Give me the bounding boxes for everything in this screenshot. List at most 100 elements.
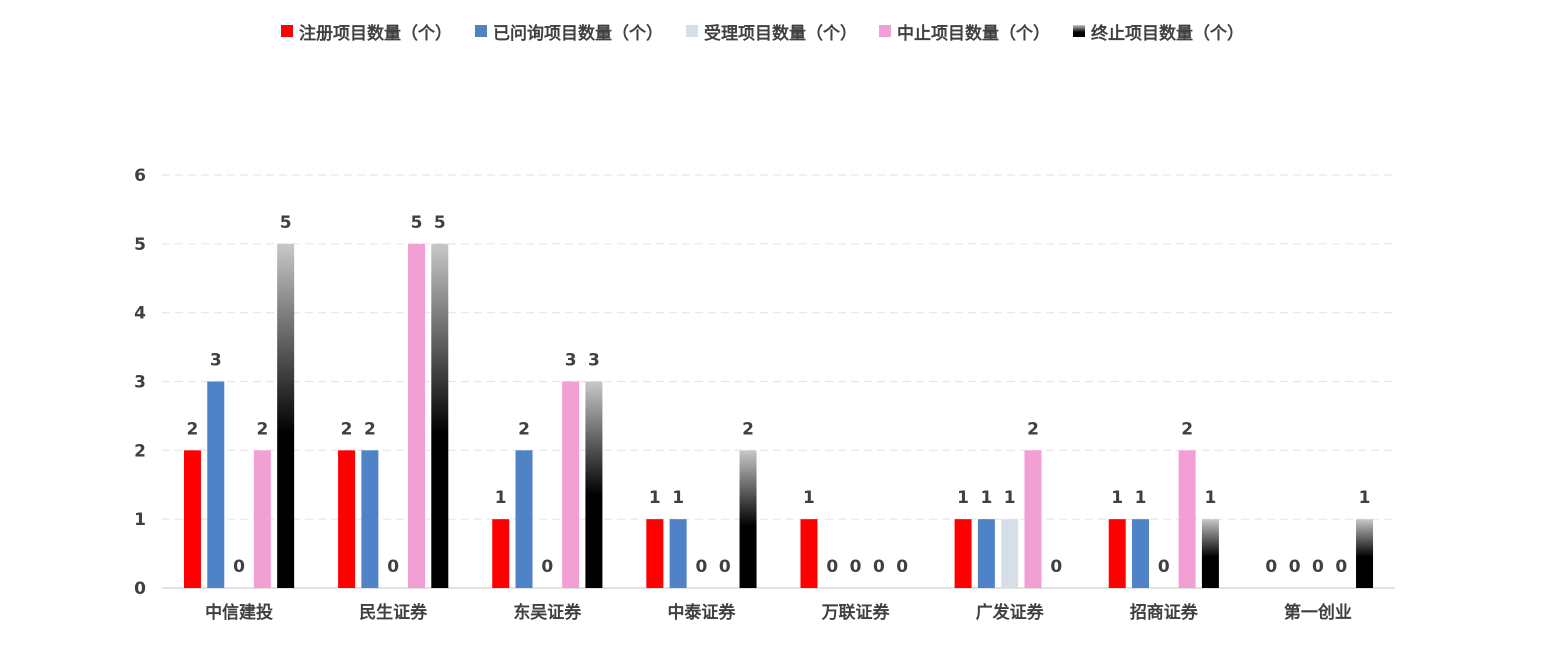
bar: [739, 450, 757, 588]
data-label: 1: [957, 488, 969, 508]
bar: [1132, 519, 1150, 588]
bar: [338, 450, 356, 588]
x-tick-label: 民生证券: [359, 602, 428, 623]
bar: [585, 381, 603, 588]
data-label: 1: [803, 488, 815, 508]
data-label: 0: [387, 557, 399, 577]
bar: [407, 243, 425, 589]
x-tick-label: 招商证券: [1130, 602, 1199, 623]
legend-swatch: [686, 25, 698, 37]
data-label: 3: [565, 351, 577, 371]
data-label: 1: [1111, 488, 1123, 508]
data-label: 1: [1359, 488, 1371, 508]
legend: 注册项目数量（个） 已问询项目数量（个） 受理项目数量（个） 中止项目数量（个） 终止项…: [0, 18, 1541, 44]
bar: [977, 519, 995, 588]
data-label: 1: [1204, 488, 1216, 508]
bar: [1001, 519, 1019, 588]
x-tick-label: 万联证券: [821, 602, 891, 623]
bar: [515, 450, 533, 588]
bar: [183, 450, 201, 588]
data-label: 3: [210, 351, 222, 371]
data-label: 0: [541, 557, 553, 577]
data-label: 1: [649, 488, 661, 508]
bar: [1178, 450, 1196, 588]
bar: [431, 243, 449, 589]
data-label: 1: [672, 488, 684, 508]
bar: [1356, 519, 1374, 588]
bar: [646, 519, 664, 588]
y-tick-label: 2: [134, 441, 146, 461]
data-label: 0: [873, 557, 885, 577]
legend-label: 受理项目数量（个）: [704, 23, 857, 44]
bar: [492, 519, 510, 588]
legend-swatch: [879, 25, 891, 37]
data-label: 0: [1265, 557, 1277, 577]
data-label: 2: [1181, 419, 1193, 439]
data-label: 0: [1289, 557, 1301, 577]
bar: [1108, 519, 1126, 588]
legend-item: 受理项目数量（个）: [686, 18, 857, 44]
legend-swatch: [281, 25, 293, 37]
x-tick-label: 第一创业: [1284, 602, 1352, 623]
bar: [1201, 519, 1219, 588]
legend-label: 注册项目数量（个）: [299, 23, 452, 44]
bar: [253, 450, 271, 588]
data-label: 1: [1004, 488, 1016, 508]
data-label: 0: [1158, 557, 1170, 577]
data-label: 2: [256, 419, 268, 439]
y-tick-label: 6: [134, 166, 146, 186]
y-tick-label: 3: [134, 373, 146, 393]
data-label: 5: [411, 213, 423, 233]
data-label: 0: [1050, 557, 1062, 577]
data-label: 0: [826, 557, 838, 577]
data-label: 0: [696, 557, 708, 577]
y-tick-label: 1: [134, 510, 146, 530]
bar: [800, 519, 818, 588]
data-label: 1: [1135, 488, 1147, 508]
data-label: 2: [341, 419, 353, 439]
legend-swatch: [475, 25, 487, 37]
legend-label: 中止项目数量（个）: [897, 23, 1050, 44]
bars: [183, 243, 1374, 589]
bar: [361, 450, 379, 588]
bar: [207, 381, 225, 588]
bar: [562, 381, 580, 588]
x-tick-label: 中泰证券: [667, 602, 736, 623]
data-label: 2: [364, 419, 376, 439]
data-label: 2: [742, 419, 754, 439]
y-tick-label: 5: [134, 235, 146, 255]
bar: [1024, 450, 1042, 588]
data-label: 2: [1027, 419, 1039, 439]
data-label: 0: [1335, 557, 1347, 577]
legend-label: 终止项目数量（个）: [1091, 23, 1244, 44]
data-label: 1: [980, 488, 992, 508]
x-tick-label: 广发证券: [976, 602, 1045, 623]
y-tick-label: 0: [134, 579, 146, 599]
legend-item: 中止项目数量（个）: [879, 18, 1050, 44]
y-axis-ticks: 0 1 2 3 4 5 6: [134, 166, 146, 599]
data-label: 0: [850, 557, 862, 577]
data-label: 0: [719, 557, 731, 577]
bar: [954, 519, 972, 588]
data-label: 1: [495, 488, 507, 508]
data-label: 0: [233, 557, 245, 577]
legend-item: 已问询项目数量（个）: [475, 18, 663, 44]
x-tick-label: 东吴证券: [513, 602, 582, 623]
data-label: 5: [280, 213, 292, 233]
data-label: 2: [518, 419, 530, 439]
legend-item: 终止项目数量（个）: [1073, 18, 1244, 44]
data-label: 0: [1312, 557, 1324, 577]
data-label: 0: [896, 557, 908, 577]
bar: [277, 243, 295, 589]
x-axis-ticks: 中信建投 民生证券 东吴证券 中泰证券 万联证券 广发证券 招商证券 第一创业: [205, 602, 1352, 623]
x-tick-label: 中信建投: [205, 602, 273, 623]
legend-label: 已问询项目数量（个）: [493, 23, 663, 44]
data-label: 2: [187, 419, 199, 439]
legend-swatch: [1073, 25, 1085, 37]
data-label: 3: [588, 351, 600, 371]
data-label: 5: [434, 213, 446, 233]
y-tick-label: 4: [134, 304, 146, 324]
legend-item: 注册项目数量（个）: [281, 18, 452, 44]
